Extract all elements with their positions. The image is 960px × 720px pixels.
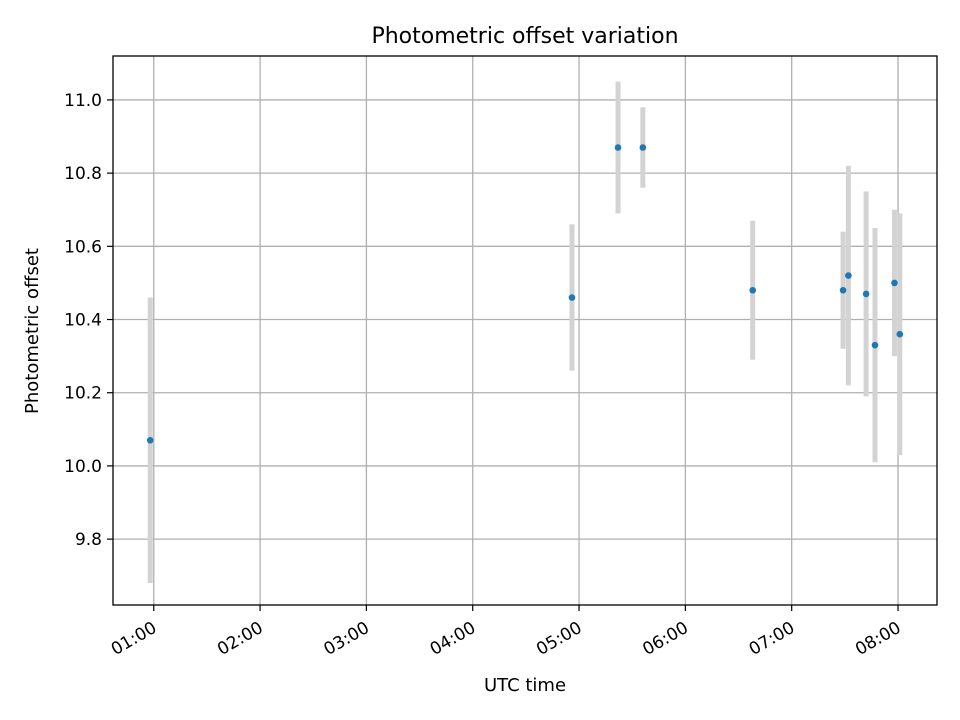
data-point bbox=[146, 437, 154, 444]
x-axis-label: UTC time bbox=[484, 675, 566, 696]
data-point bbox=[839, 286, 847, 294]
y-tick-label: 10.4 bbox=[64, 311, 102, 331]
grid bbox=[113, 56, 937, 605]
data-points bbox=[146, 144, 904, 444]
x-tick-label: 05:00 bbox=[533, 618, 585, 660]
data-point bbox=[891, 279, 898, 287]
x-tick-label: 02:00 bbox=[214, 618, 266, 660]
y-tick-label: 10.0 bbox=[64, 457, 102, 477]
plot-frame bbox=[112, 55, 938, 606]
x-tick-label: 08:00 bbox=[852, 618, 904, 660]
data-point bbox=[639, 144, 647, 151]
data-point bbox=[871, 341, 879, 349]
x-tick-label: 06:00 bbox=[639, 618, 691, 660]
data-point bbox=[749, 286, 757, 294]
x-tick-label: 07:00 bbox=[746, 618, 798, 660]
y-axis-label: Photometric offset bbox=[22, 248, 43, 414]
y-tick-label: 10.6 bbox=[64, 237, 102, 257]
error-bars bbox=[147, 81, 903, 584]
data-point bbox=[614, 144, 622, 151]
y-axis-ticks: 9.8 10.0 10.2 10.4 10.6 10.8 11.0 bbox=[64, 91, 113, 550]
data-point bbox=[845, 272, 852, 279]
y-tick-label: 10.8 bbox=[64, 164, 102, 184]
x-axis-ticks: 01:00 02:00 03:00 04:00 05:00 06:00 07:00 08:00 bbox=[108, 605, 905, 660]
y-tick-label: 10.2 bbox=[64, 384, 102, 404]
data-point bbox=[896, 330, 904, 338]
data-point bbox=[862, 290, 870, 298]
x-tick-label: 01:00 bbox=[108, 618, 160, 660]
x-tick-label: 03:00 bbox=[320, 618, 372, 660]
y-tick-label: 9.8 bbox=[75, 530, 102, 550]
y-tick-label: 11.0 bbox=[64, 91, 102, 111]
x-tick-label: 04:00 bbox=[427, 618, 479, 660]
chart-title: Photometric offset variation bbox=[371, 24, 678, 49]
data-point bbox=[568, 294, 576, 301]
